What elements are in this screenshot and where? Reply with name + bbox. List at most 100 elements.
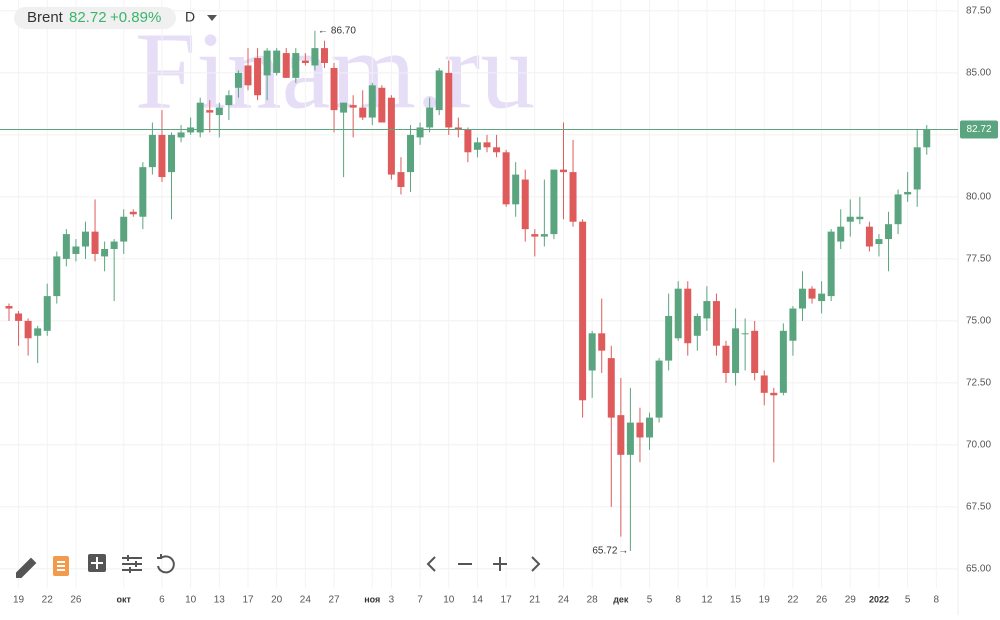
candle-body [254, 58, 262, 96]
candle-body [779, 330, 787, 393]
candle-body [550, 169, 558, 235]
candle-body [540, 234, 548, 237]
candle-body [464, 129, 472, 153]
y-tick-label: 70.00 [966, 440, 991, 451]
toolbar [16, 554, 541, 578]
x-tick-label: 19 [759, 595, 771, 606]
candle-body [282, 53, 290, 78]
candle-body [846, 216, 854, 222]
x-tick-label: 5 [647, 595, 653, 606]
candle-body [148, 134, 156, 168]
candle-body [234, 72, 242, 88]
candle-body [101, 248, 109, 257]
x-tick-label: 17 [242, 595, 254, 606]
x-tick-label: 27 [328, 595, 340, 606]
price-badge [960, 120, 998, 139]
candle-body [225, 95, 233, 106]
price-badge-label: 82.72 [966, 124, 991, 135]
candle-body [569, 172, 577, 222]
candle-body [493, 147, 501, 153]
symbol-pill[interactable] [14, 7, 176, 29]
candle-body [579, 221, 587, 401]
nav-right[interactable] [531, 556, 541, 572]
y-tick-label: 67.50 [966, 502, 991, 513]
candle-body [320, 48, 328, 63]
x-tick-label: 17 [501, 595, 513, 606]
candle-body [368, 85, 376, 118]
candle-body [617, 415, 625, 455]
x-tick-label: 2022 [869, 594, 889, 604]
candle-body [789, 308, 797, 341]
candle-body [24, 320, 32, 339]
candle-body [808, 288, 816, 299]
candle-body [34, 328, 42, 336]
candle-body [168, 134, 176, 173]
candle-body [110, 241, 118, 249]
candle-body [483, 142, 491, 148]
settings-icon[interactable] [122, 555, 142, 573]
candle-body [43, 296, 51, 331]
candle-body [473, 142, 481, 150]
candle-body [62, 234, 70, 259]
candle-body [502, 152, 510, 205]
interval-dropdown[interactable] [207, 15, 217, 21]
x-tick-label: 26 [70, 595, 82, 606]
x-tick-label: 19 [13, 595, 25, 606]
x-tick-label: 3 [389, 595, 395, 606]
candle-body [273, 50, 281, 73]
candle-body [646, 417, 654, 438]
x-tick-label: 13 [214, 595, 226, 606]
candle-body [311, 48, 319, 66]
x-tick-label: 7 [417, 595, 423, 606]
candle-body [426, 107, 434, 128]
y-tick-label: 80.00 [966, 192, 991, 203]
x-tick-label: 26 [816, 595, 828, 606]
min-label: 65.72 [592, 546, 617, 557]
candle-body [521, 179, 529, 230]
candle-body [349, 105, 357, 108]
reset-icon[interactable] [157, 554, 175, 574]
x-tick-label: 14 [472, 595, 484, 606]
notes-lines [57, 561, 65, 571]
y-tick-label: 72.50 [966, 378, 991, 389]
x-tick-label: 24 [558, 595, 570, 606]
candle-body [626, 422, 634, 455]
x-tick-label: 10 [185, 595, 197, 606]
max-arrow: ← [318, 25, 328, 36]
candle-body [196, 102, 204, 133]
candle-body [81, 231, 89, 247]
candle-body [818, 293, 826, 302]
candle-body [158, 134, 166, 178]
candle-body [359, 107, 367, 118]
candle-body [827, 231, 835, 297]
y-tick-label: 65.00 [966, 564, 991, 575]
candle-body [387, 97, 395, 175]
interval[interactable]: D [185, 9, 195, 25]
candle-body [607, 358, 615, 418]
candle-body [378, 87, 386, 123]
candle-body [407, 134, 415, 173]
pencil-icon[interactable] [16, 557, 37, 578]
y-tick-label: 87.50 [966, 6, 991, 17]
x-tick-label: 21 [529, 595, 541, 606]
x-tick-label: 20 [271, 595, 283, 606]
x-tick-label: 12 [701, 595, 713, 606]
candle-body [435, 70, 443, 111]
candle-body [531, 234, 539, 237]
candle-body [512, 174, 520, 205]
candle-body [674, 288, 682, 339]
nav-left[interactable] [426, 556, 436, 572]
candles [5, 30, 931, 552]
candle-body [885, 224, 893, 240]
candle-body [397, 172, 405, 187]
min-arrow: → [618, 546, 628, 557]
candle-body [693, 315, 701, 336]
y-tick-label: 77.50 [966, 254, 991, 265]
zoom-in[interactable] [493, 557, 507, 571]
candle-body [53, 256, 61, 297]
x-tick-label: 10 [443, 595, 455, 606]
candle-body [722, 345, 730, 373]
candle-body [865, 226, 873, 247]
candle-body [5, 306, 13, 309]
